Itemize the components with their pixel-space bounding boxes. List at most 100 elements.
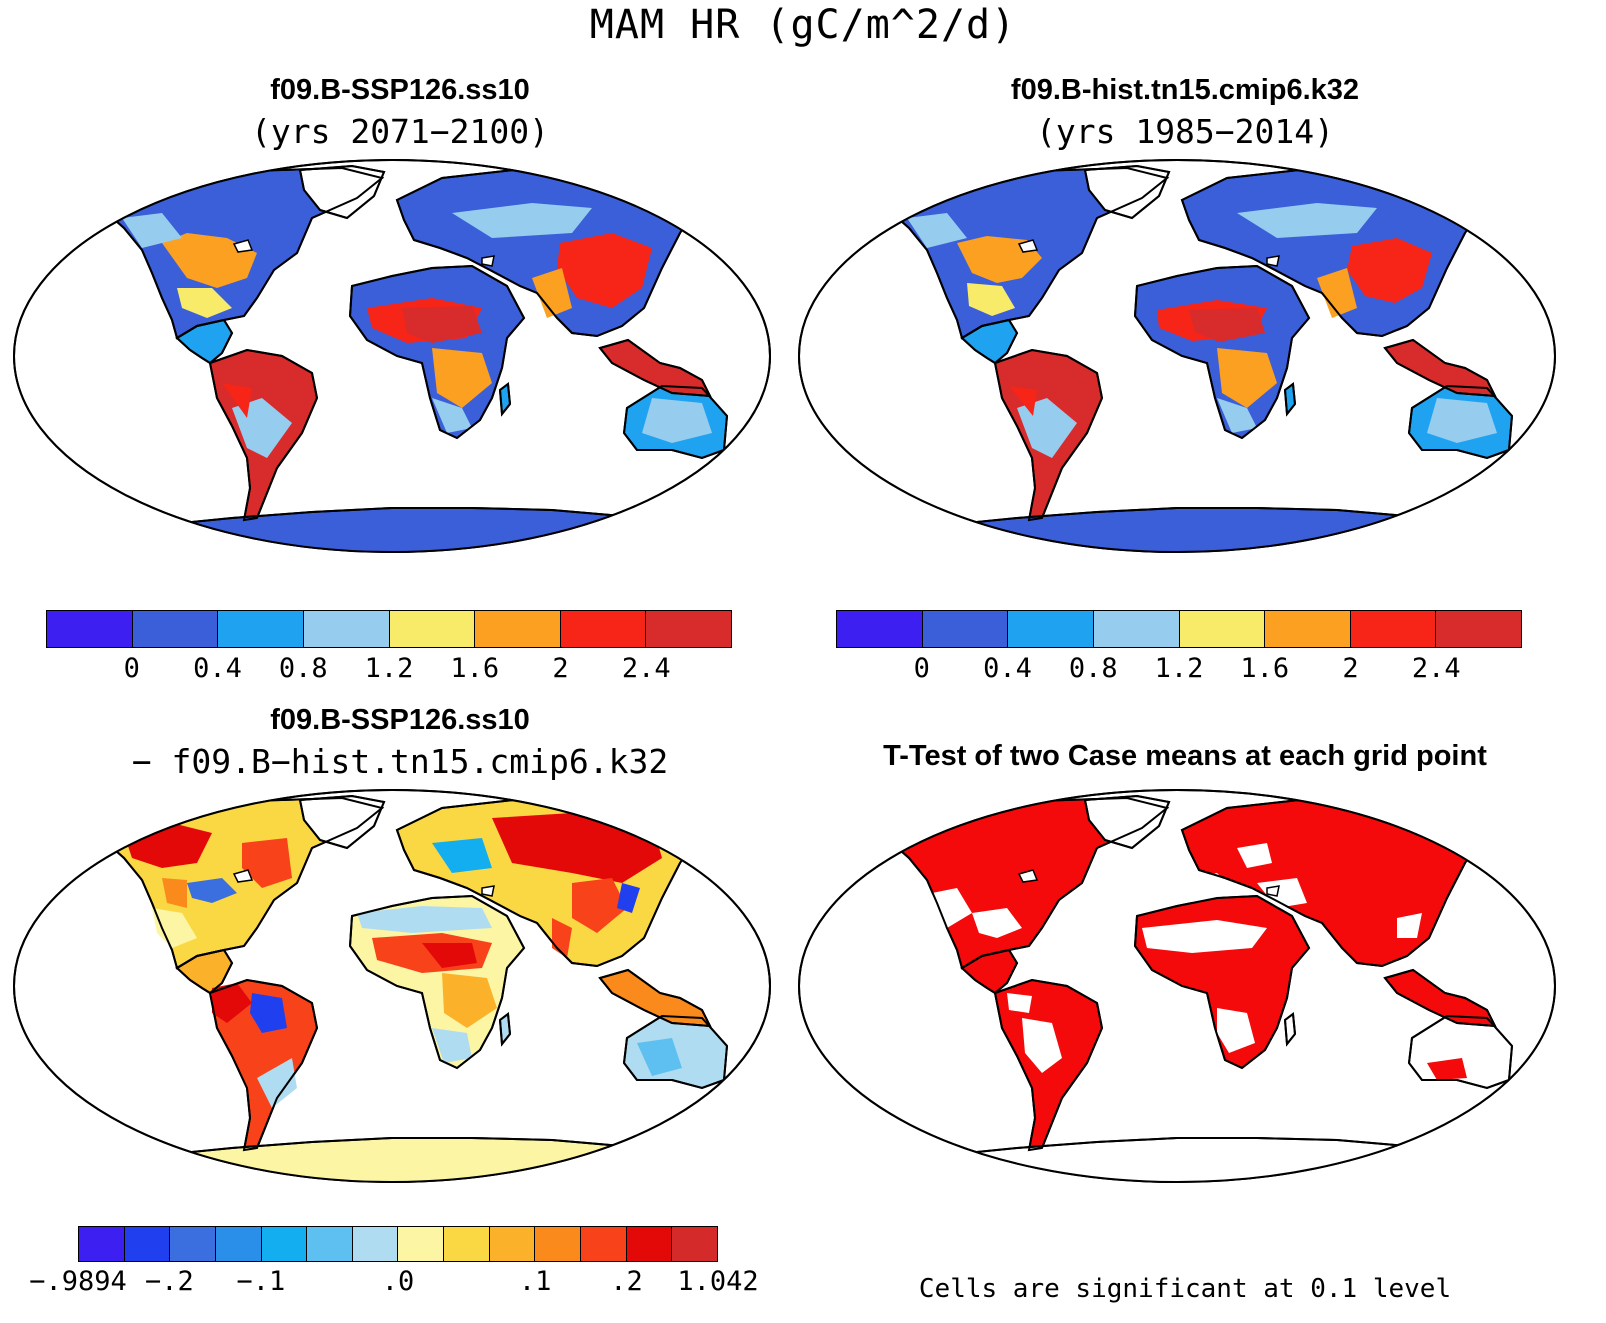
colorbar-swatch: [1008, 611, 1094, 647]
coastline: [348, 894, 526, 1070]
coastline: [1407, 384, 1514, 460]
lake: [1266, 255, 1280, 267]
lake: [1266, 885, 1280, 897]
coastline: [498, 382, 512, 417]
field-region: [972, 908, 1022, 938]
colorbar-tick-label: 0.8: [1068, 653, 1118, 684]
panel2-subtitle: (yrs 1985−2014): [1035, 112, 1334, 151]
field-region: [1397, 913, 1422, 938]
lake: [1017, 239, 1039, 253]
field-region: [152, 908, 197, 948]
panel1-subtitle: (yrs 2071−2100): [250, 112, 549, 151]
colorbar-swatch: [398, 1227, 445, 1261]
colorbar-swatch: [218, 611, 304, 647]
field-region: [1237, 843, 1272, 868]
field-region: [1022, 1018, 1062, 1073]
colorbar-tick-label: 2.4: [621, 653, 671, 684]
coastline: [1083, 794, 1171, 850]
field-region: [929, 888, 972, 928]
field-region: [1427, 1058, 1467, 1080]
field-region: [432, 348, 492, 408]
colorbar-swatch: [1436, 611, 1521, 647]
panel3-map: [12, 788, 772, 1184]
field-region: [967, 283, 1015, 316]
coastline: [993, 348, 1104, 522]
coastline: [1383, 338, 1497, 398]
field-region: [257, 1058, 297, 1108]
panel4-title: T-Test of two Case means at each grid po…: [883, 740, 1487, 772]
coastline: [498, 1012, 512, 1047]
colorbar-tick-label: −.1: [236, 1266, 286, 1297]
colorbar-swatch: [444, 1227, 490, 1261]
colorbar-tick-label: 1.6: [450, 653, 500, 684]
coastline: [208, 348, 319, 522]
colorbar-swatch: [124, 1227, 171, 1261]
field-region: [1237, 203, 1377, 238]
field-region: [1217, 348, 1277, 408]
field-region: [572, 878, 627, 933]
colorbar-tick-label: 1.042: [677, 1266, 759, 1297]
field-region: [187, 878, 237, 903]
coastline: [1283, 1012, 1297, 1047]
colorbar-swatch: [1350, 611, 1437, 647]
field-region: [907, 213, 967, 248]
lake: [481, 255, 495, 267]
lake: [232, 869, 254, 883]
coastline: [298, 794, 386, 850]
coastline: [298, 164, 386, 220]
field-region: [432, 398, 472, 433]
colorbar-swatch: [475, 611, 561, 647]
coastline: [175, 318, 234, 365]
field-region: [1217, 1008, 1255, 1053]
colorbar-swatch: [389, 611, 476, 647]
colorbar-tick-label: 2: [552, 653, 569, 684]
colorbar-tick-label: 0: [913, 653, 930, 684]
figure-title: MAM HR (gC/m^2/d): [589, 2, 1017, 48]
coastline: [598, 338, 712, 398]
lake: [481, 885, 495, 897]
coastline: [622, 384, 729, 460]
field-region: [162, 878, 187, 908]
field-region: [357, 906, 492, 933]
panel3-colorbar: [78, 1226, 718, 1262]
panel2-colorbar: [836, 610, 1522, 648]
colorbar-swatch: [352, 1227, 399, 1261]
colorbar-swatch: [47, 611, 133, 647]
colorbar-swatch: [560, 611, 647, 647]
field-region: [242, 838, 292, 888]
field-region: [637, 1038, 682, 1076]
colorbar-swatch: [646, 611, 731, 647]
coastline: [960, 948, 1019, 995]
colorbar-swatch: [581, 1227, 627, 1261]
lake: [1017, 869, 1039, 883]
coastline: [1407, 1014, 1514, 1090]
panel2-colorbar-labels: 0 0.4 0.8 1.2 1.6 2 2.4: [836, 653, 1522, 687]
field-region: [177, 288, 232, 318]
panel4-footnote: Cells are significant at 0.1 level: [918, 1274, 1452, 1304]
coastline: [622, 1014, 729, 1090]
colorbar-swatch: [672, 1227, 717, 1261]
colorbar-swatch: [489, 1227, 536, 1261]
colorbar-swatch: [626, 1227, 673, 1261]
field-region: [402, 306, 482, 343]
colorbar-swatch: [1179, 611, 1266, 647]
panel1-colorbar: [46, 610, 732, 648]
coastline: [936, 1137, 1458, 1182]
field-region: [1142, 920, 1267, 953]
coastline: [960, 318, 1019, 365]
field-region: [222, 383, 252, 418]
coastline: [208, 978, 319, 1152]
field-region: [1189, 308, 1265, 342]
panel2-map: [797, 158, 1557, 554]
field-region: [432, 1028, 472, 1063]
panel1-title: f09.B-SSP126.ss10: [270, 74, 530, 106]
field-region: [122, 213, 182, 248]
panel4-map: [797, 788, 1557, 1184]
panel2-title: f09.B-hist.tn15.cmip6.k32: [1010, 74, 1360, 106]
colorbar-tick-label: 1.2: [1154, 653, 1204, 684]
coastline: [993, 978, 1104, 1152]
colorbar-tick-label: .1: [518, 1266, 552, 1297]
field-region: [162, 233, 257, 288]
map-boundary: [798, 159, 1556, 553]
coastline: [1133, 894, 1311, 1070]
